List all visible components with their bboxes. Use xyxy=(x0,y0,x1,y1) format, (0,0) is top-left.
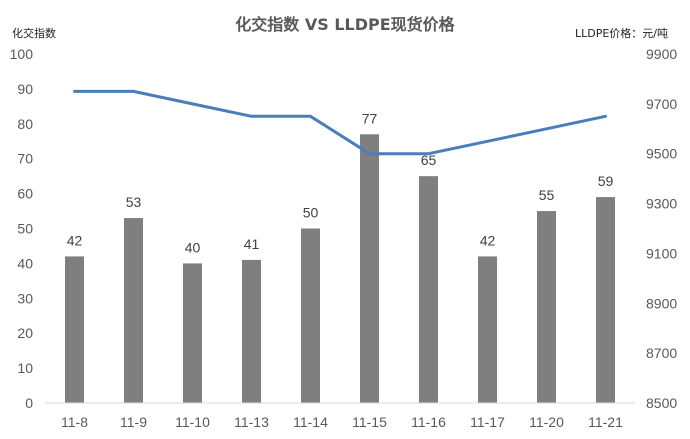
bar-data-label: 40 xyxy=(185,239,201,255)
left-tick-label: 0 xyxy=(25,395,33,411)
bar-data-label: 53 xyxy=(126,194,142,210)
bar xyxy=(124,218,143,403)
bar xyxy=(419,176,438,403)
bar-data-label: 42 xyxy=(67,232,83,248)
bar-data-label: 77 xyxy=(362,110,378,126)
category-label: 11-9 xyxy=(120,414,147,430)
left-tick-label: 70 xyxy=(17,151,33,167)
bar xyxy=(596,197,615,403)
bar-data-label: 55 xyxy=(539,187,555,203)
bar xyxy=(360,134,379,403)
right-tick-label: 9300 xyxy=(646,196,677,212)
left-tick-label: 50 xyxy=(17,221,33,237)
bar-data-label: 59 xyxy=(598,173,614,189)
price-line xyxy=(73,89,607,156)
data-labels: 42 53 40 41 50 77 65 42 55 59 xyxy=(67,110,614,255)
bar-data-label: 42 xyxy=(480,232,496,248)
category-label: 11-21 xyxy=(588,414,623,430)
right-axis-ticks: 8500 8700 8900 9100 9300 9500 9700 9900 xyxy=(646,46,677,411)
right-tick-label: 8900 xyxy=(646,295,677,311)
right-tick-label: 9100 xyxy=(646,245,677,261)
left-tick-label: 90 xyxy=(17,81,33,97)
right-tick-label: 8500 xyxy=(646,395,677,411)
bar-series xyxy=(65,134,615,403)
bar xyxy=(242,259,261,403)
bar-data-label: 50 xyxy=(303,205,319,221)
bar xyxy=(301,228,320,403)
category-label: 11-10 xyxy=(175,414,210,430)
bar-data-label: 65 xyxy=(421,152,437,168)
right-tick-label: 9700 xyxy=(646,96,677,112)
category-label: 11-15 xyxy=(352,414,387,430)
bar xyxy=(478,256,497,403)
category-labels: 11-8 11-9 11-10 11-13 11-14 11-15 11-16 11-17 11… xyxy=(61,414,623,430)
right-tick-label: 9900 xyxy=(646,46,677,62)
left-tick-label: 100 xyxy=(10,46,34,62)
category-label: 11-16 xyxy=(411,414,446,430)
left-tick-label: 40 xyxy=(17,255,33,271)
left-tick-label: 20 xyxy=(17,325,33,341)
right-axis-label: LLDPE价格：元/吨 xyxy=(575,26,668,40)
bar xyxy=(183,263,202,403)
right-tick-label: 9500 xyxy=(646,146,677,162)
bar xyxy=(537,211,556,403)
left-tick-label: 80 xyxy=(17,116,33,132)
left-tick-label: 10 xyxy=(17,360,33,376)
bar-data-label: 41 xyxy=(244,236,260,252)
category-label: 11-14 xyxy=(293,414,328,430)
left-axis-label: 化交指数 xyxy=(12,26,56,40)
left-axis-ticks: 0 10 20 30 40 50 60 70 80 90 100 xyxy=(10,46,34,411)
category-label: 11-20 xyxy=(529,414,564,430)
category-label: 11-8 xyxy=(61,414,88,430)
right-tick-label: 8700 xyxy=(646,345,677,361)
category-label: 11-13 xyxy=(234,414,269,430)
category-label: 11-17 xyxy=(470,414,505,430)
chart-title: 化交指数 VS LLDPE现货价格 xyxy=(235,15,455,34)
left-tick-label: 60 xyxy=(17,186,33,202)
left-tick-label: 30 xyxy=(17,290,33,306)
line-series xyxy=(73,89,607,156)
bar xyxy=(65,256,84,403)
